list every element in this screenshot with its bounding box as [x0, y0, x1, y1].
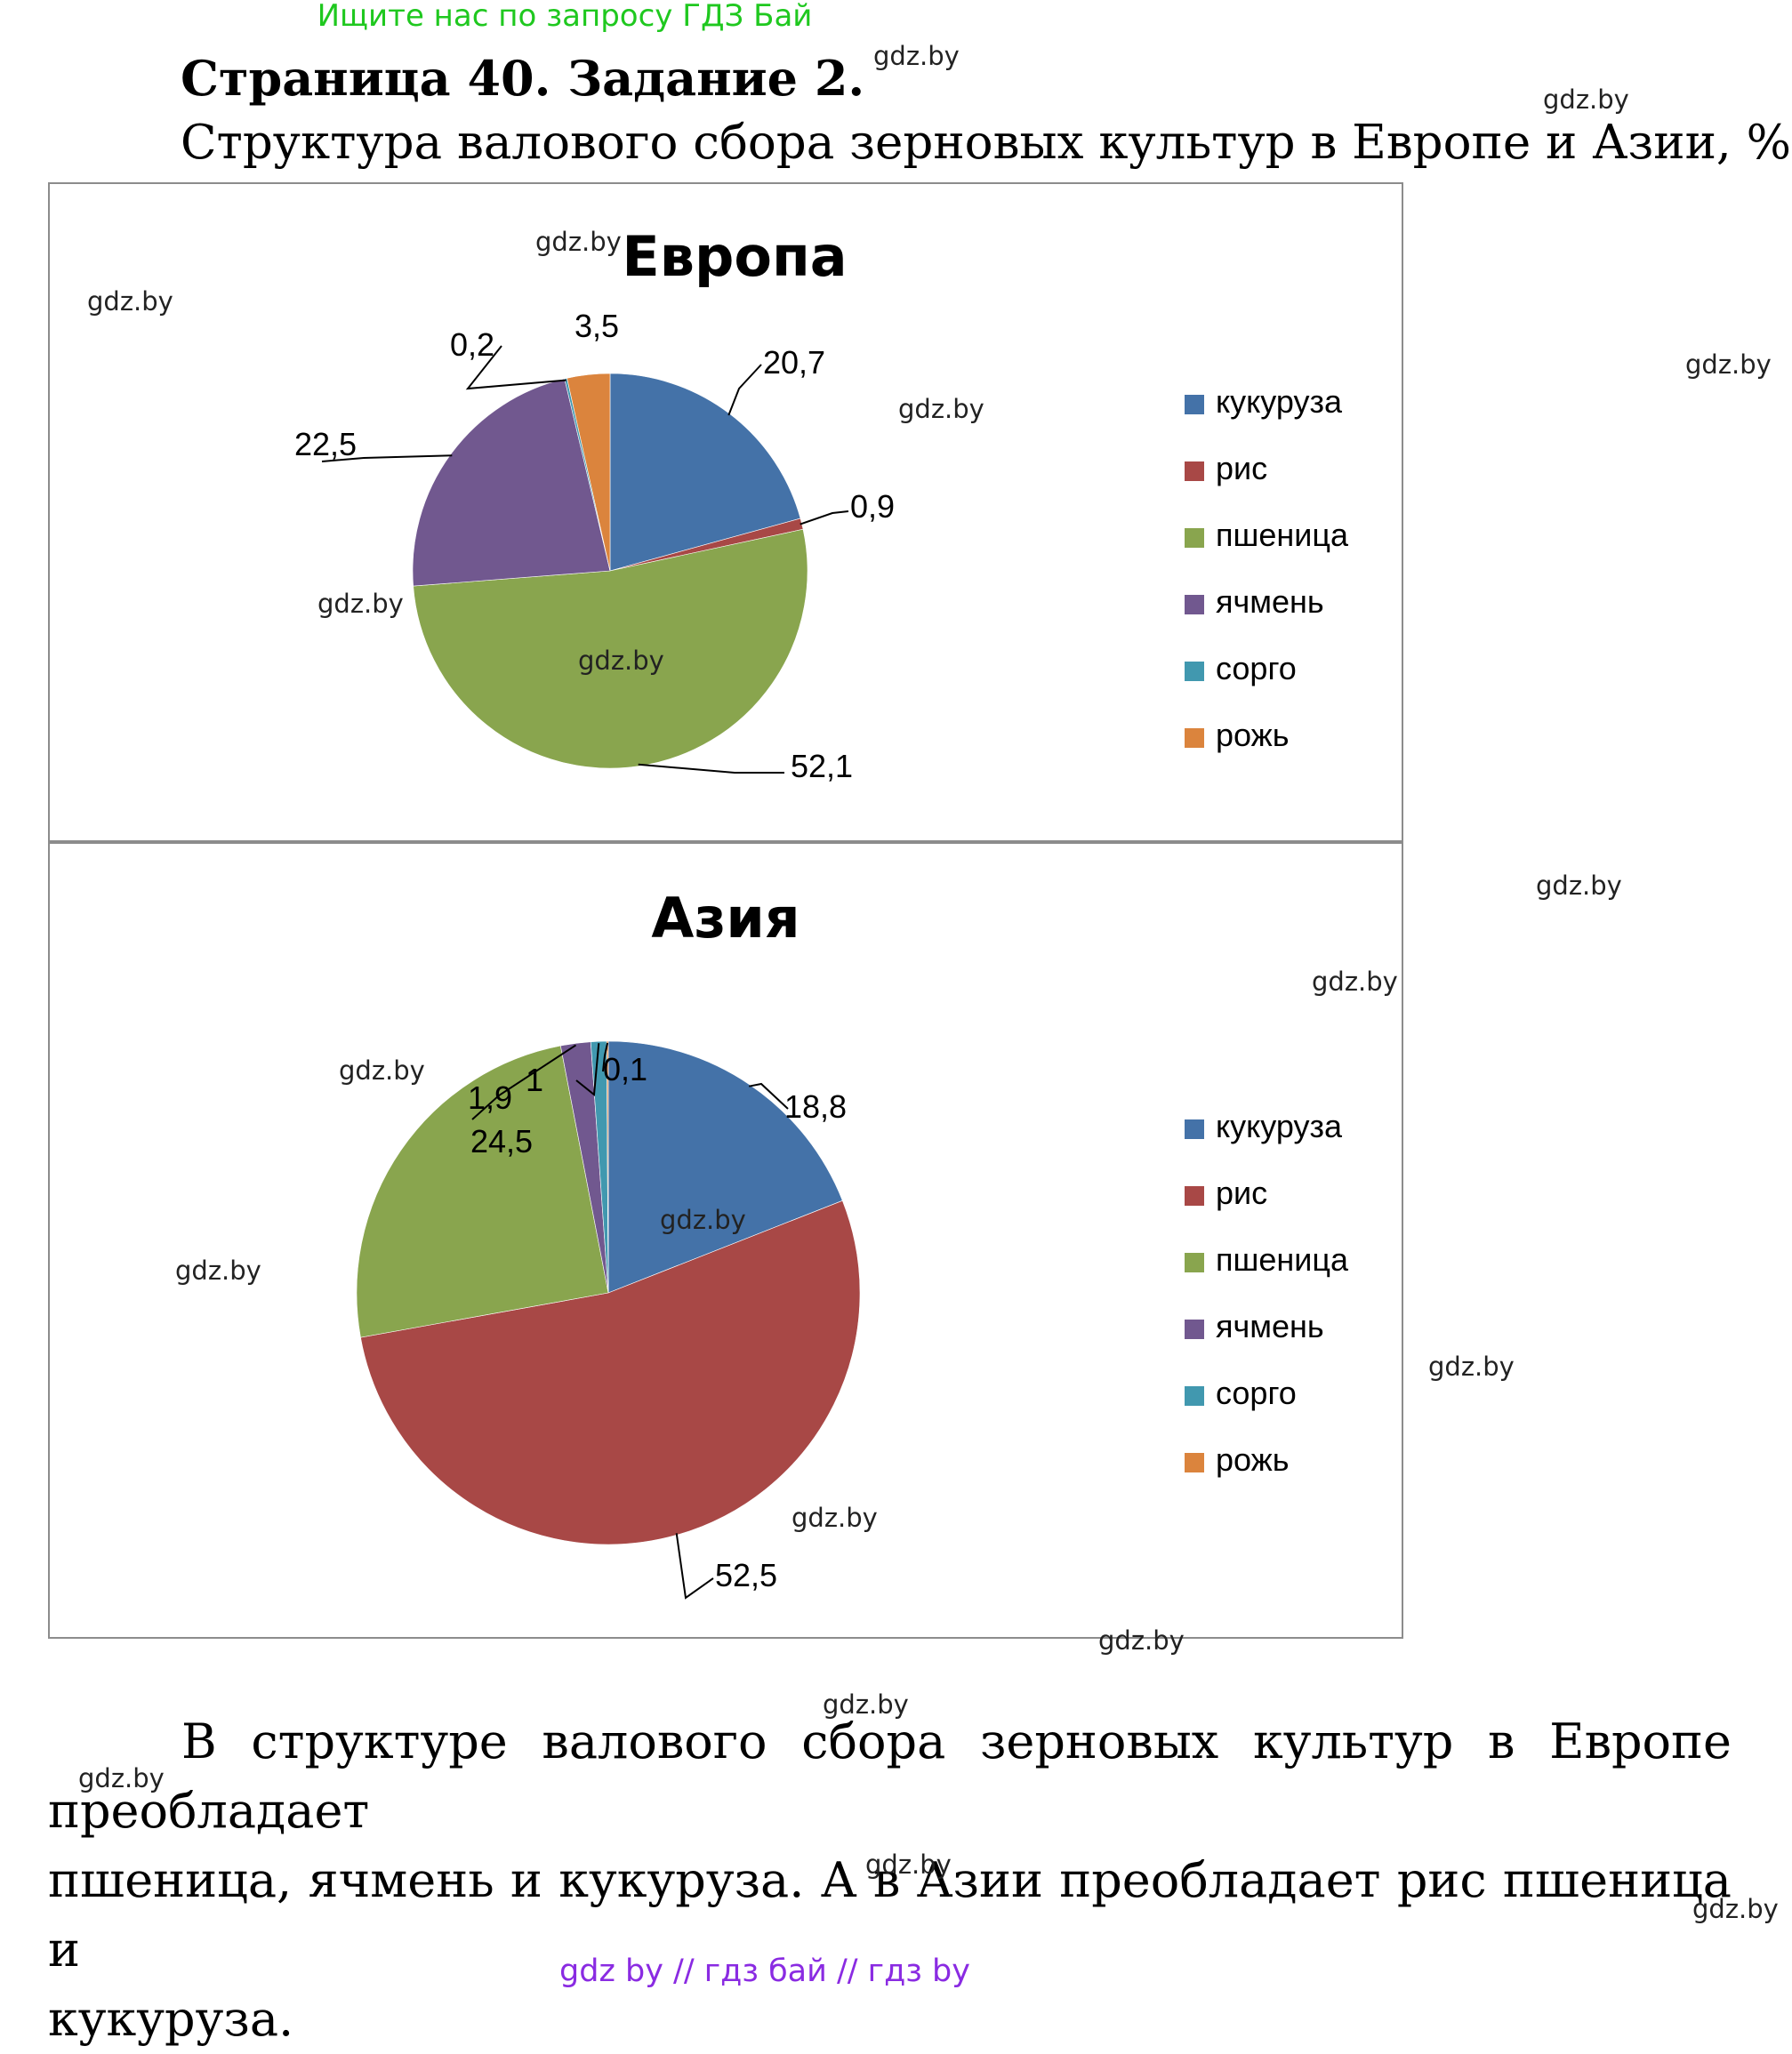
legend-label: пшеница: [1216, 517, 1349, 553]
chart-title: Азия: [651, 886, 800, 951]
data-label: 1: [526, 1062, 543, 1098]
legend-swatch: [1185, 728, 1204, 748]
legend-swatch: [1185, 395, 1204, 414]
chart-caption: Структура валового сбора зерновых культу…: [181, 116, 1791, 170]
legend-label: рис: [1216, 450, 1267, 486]
leader-line: [602, 1042, 609, 1072]
legend-label: сорго: [1216, 1375, 1297, 1411]
watermark: gdz.by: [1098, 1625, 1185, 1656]
legend-swatch: [1185, 1320, 1204, 1339]
watermark: gdz.by: [1536, 871, 1622, 901]
watermark: gdz.by: [823, 1689, 909, 1720]
pie-slice-рожь: [567, 373, 611, 572]
data-label: 24,5: [470, 1123, 533, 1159]
top-banner[interactable]: Ищите нас по запросу ГДЗ Бай: [317, 0, 813, 34]
watermark: gdz.by: [317, 589, 404, 619]
watermark: gdz.by: [865, 1849, 952, 1880]
watermark: gdz.by: [78, 1763, 165, 1793]
pie-chart-europe: Европа 20,7 0,9 52,1 22,5 0,2 3,5 кукуруза рис пш…: [48, 182, 1403, 844]
legend-label: сорго: [1216, 650, 1297, 686]
conclusion-line-1: В структуре валового сбора зерновых куль…: [48, 1713, 1732, 1839]
leader-line: [465, 345, 567, 390]
data-label: 52,1: [791, 748, 853, 784]
pie-slice-кукуруза: [607, 1040, 843, 1294]
legend-swatch: [1185, 595, 1204, 614]
pie-slice-пшеница: [356, 1045, 609, 1338]
watermark: gdz.by: [87, 286, 173, 317]
pie-chart-europe-svg: Европа 20,7 0,9 52,1 22,5 0,2 3,5 кукуруза рис пш…: [294, 224, 1349, 784]
watermark: gdz.by: [792, 1503, 878, 1533]
pie-slice-рожь: [606, 1040, 609, 1294]
legend-swatch: [1185, 1453, 1204, 1472]
conclusion-line-3: кукуруза.: [48, 1991, 294, 2047]
data-label: 52,5: [715, 1557, 777, 1593]
watermark: gdz.by: [1685, 349, 1772, 380]
data-label: 3,5: [575, 308, 619, 344]
data-label: 1,9: [468, 1079, 512, 1116]
legend-swatch: [1185, 662, 1204, 681]
legend-swatch: [1185, 461, 1204, 481]
conclusion-line-2: пшеница, ячмень и кукуруза. А в Азии пре…: [48, 1852, 1732, 1978]
legend-swatch: [1185, 1253, 1204, 1272]
data-label: 0,2: [450, 326, 494, 363]
leader-line: [638, 763, 784, 774]
data-label: 22,5: [294, 426, 357, 462]
watermark: gdz.by: [175, 1256, 261, 1286]
pie-chart-asia-svg: Азия 18,8 52,5 24,5 1,9 1 0,1 кукуруза рис пшениц…: [356, 886, 1349, 1600]
legend-swatch: [1185, 1186, 1204, 1206]
legend-label: кукуруза: [1216, 383, 1343, 420]
watermark: gdz.by: [578, 646, 664, 676]
leader-line: [749, 1082, 789, 1110]
leader-line: [800, 510, 849, 526]
data-label: 0,1: [603, 1051, 647, 1087]
legend-label: рожь: [1216, 717, 1289, 753]
watermark: gdz.by: [339, 1055, 425, 1086]
legend-label: рожь: [1216, 1441, 1289, 1478]
watermark: gdz.by: [898, 394, 984, 424]
legend-label: пшеница: [1216, 1241, 1349, 1278]
data-label: 18,8: [784, 1088, 847, 1125]
pie-slice-ячмень: [412, 378, 611, 587]
legend-swatch: [1185, 528, 1204, 548]
footer-links[interactable]: gdz by // гдз бай // гдз by: [559, 1954, 970, 1989]
legend-swatch: [1185, 1119, 1204, 1139]
watermark: gdz.by: [1312, 967, 1398, 997]
pie-chart-asia: Азия 18,8 52,5 24,5 1,9 1 0,1 кукуруза рис пшениц…: [48, 840, 1403, 1639]
data-label: 20,7: [763, 344, 825, 381]
watermark: gdz.by: [660, 1205, 746, 1235]
watermark: gdz.by: [535, 227, 622, 257]
leader-line: [321, 454, 453, 462]
data-label: 0,9: [850, 488, 895, 525]
legend-label: ячмень: [1216, 1308, 1324, 1344]
chart-title: Европа: [622, 224, 847, 289]
leader-line: [727, 364, 762, 416]
leader-line: [575, 1043, 600, 1096]
leader-line: [471, 1044, 577, 1120]
watermark: gdz.by: [1428, 1352, 1515, 1382]
watermark: gdz.by: [1692, 1894, 1779, 1924]
legend-label: ячмень: [1216, 583, 1324, 620]
legend-label: рис: [1216, 1175, 1267, 1211]
conclusion-paragraph: В структуре валового сбора зерновых куль…: [48, 1707, 1732, 2054]
legend-swatch: [1185, 1386, 1204, 1406]
watermark: gdz.by: [873, 41, 960, 71]
watermark: gdz.by: [1543, 84, 1629, 115]
legend-label: кукуруза: [1216, 1108, 1343, 1144]
pie-slice-пшеница: [413, 528, 808, 769]
page-title: Страница 40. Задание 2.: [181, 50, 865, 107]
leader-line: [675, 1533, 714, 1600]
